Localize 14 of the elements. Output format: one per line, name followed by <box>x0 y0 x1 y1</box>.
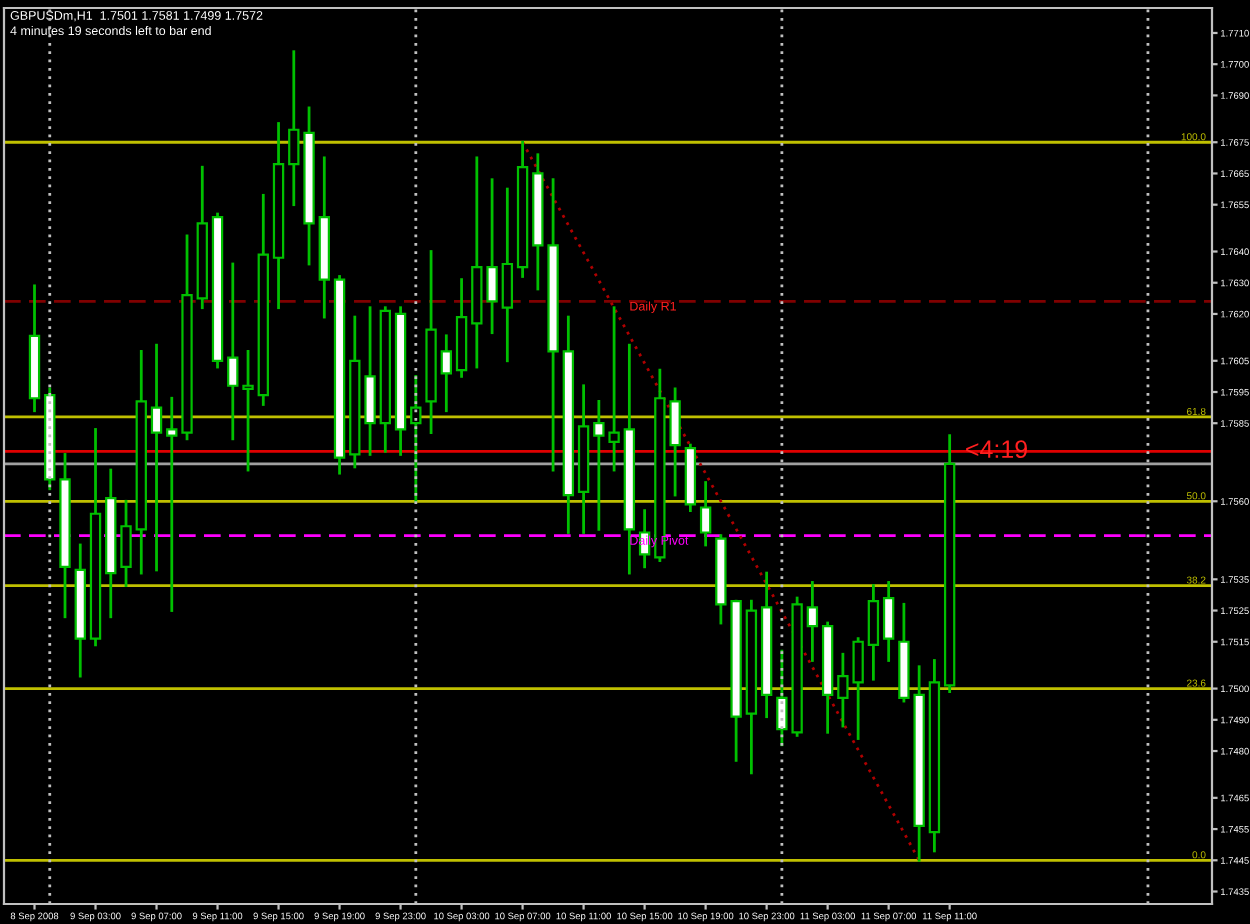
candlestick <box>867 584 880 681</box>
candlestick <box>166 396 178 612</box>
candlestick <box>440 334 453 413</box>
candlestick <box>364 306 376 456</box>
candlestick <box>120 499 132 587</box>
candlestick <box>410 375 422 503</box>
candlestick <box>288 50 300 207</box>
candlestick <box>699 481 712 547</box>
candlestick <box>882 581 895 662</box>
candlestick <box>501 187 514 363</box>
candlestick <box>242 350 254 472</box>
candlestick <box>227 262 239 441</box>
candlestick <box>150 343 163 572</box>
candlestick <box>806 581 819 662</box>
